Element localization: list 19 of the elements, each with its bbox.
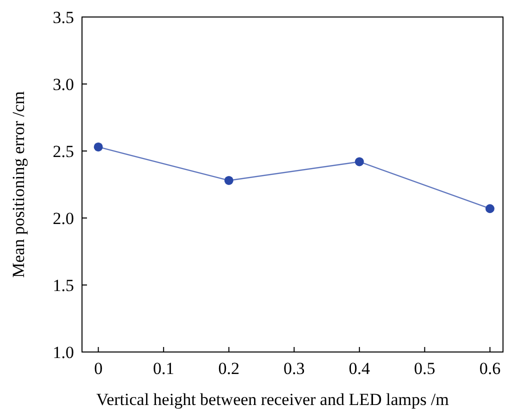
- x-tick-label: 0.2: [218, 359, 240, 378]
- x-tick-label: 0.5: [414, 359, 436, 378]
- y-tick-label: 2.0: [52, 209, 74, 228]
- y-axis-title: Mean positioning error /cm: [9, 91, 28, 278]
- x-tick-label: 0.1: [152, 359, 174, 378]
- x-tick-label: 0.4: [348, 359, 371, 378]
- point: [94, 142, 103, 152]
- point: [224, 176, 234, 185]
- x-tick-label: 0: [94, 359, 103, 378]
- y-tick-label: 2.5: [52, 142, 74, 161]
- point: [354, 157, 364, 166]
- point: [485, 204, 494, 214]
- y-tick-label: 1.5: [52, 276, 74, 295]
- y-tick-label: 3.5: [52, 8, 74, 27]
- x-axis-title: Vertical height between receiver and LED lamps /m: [96, 390, 449, 409]
- x-tick-label: 0.6: [479, 359, 501, 378]
- x-tick-label: 0.3: [284, 359, 305, 378]
- y-tick-label: 3.0: [52, 75, 74, 94]
- y-tick-label: 1.0: [52, 343, 74, 362]
